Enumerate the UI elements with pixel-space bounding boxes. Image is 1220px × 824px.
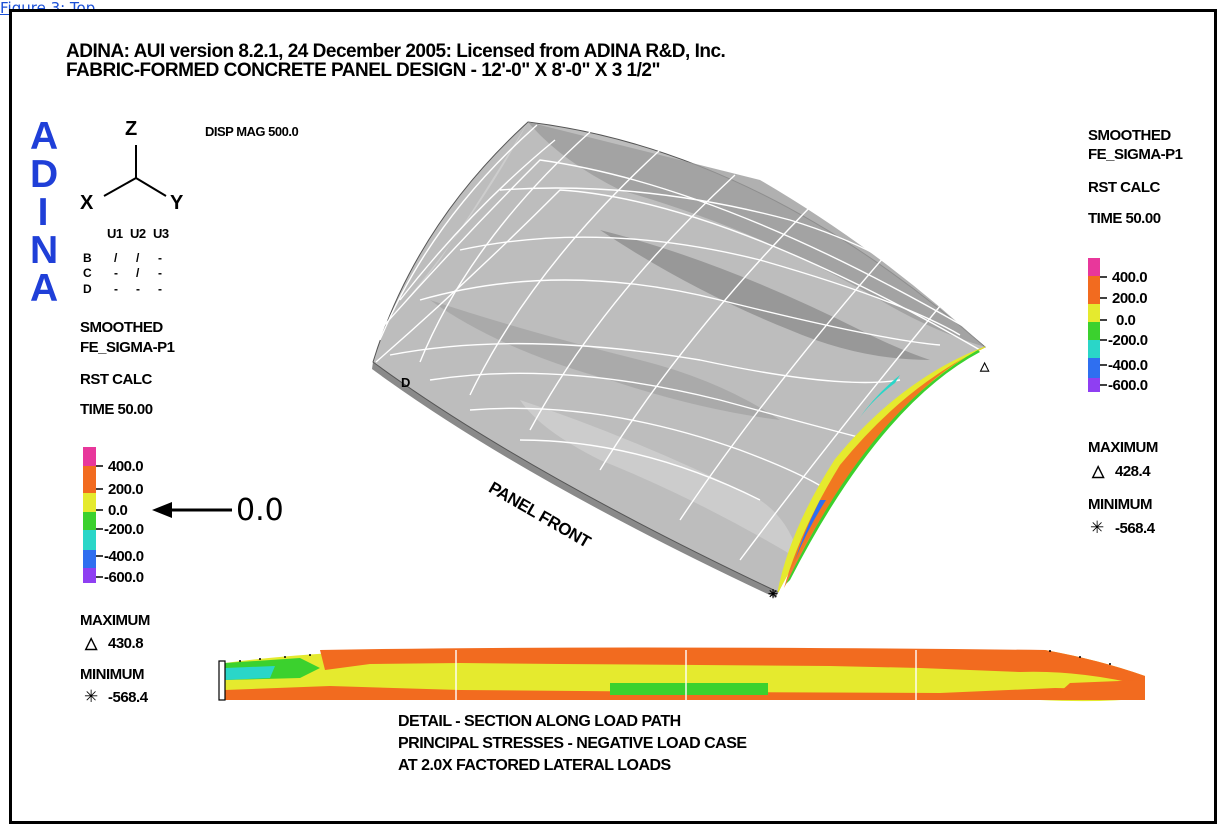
left-legend-time: TIME 50.00	[80, 401, 153, 418]
bc-cell: -	[158, 251, 162, 265]
left-tick-label: 200.0	[108, 481, 144, 498]
bc-cell: -	[114, 282, 118, 296]
bc-header-u2: U2	[130, 226, 146, 241]
left-tick-label: 400.0	[108, 458, 144, 475]
right-legend-time: TIME 50.00	[1088, 210, 1161, 227]
bc-cell: /	[136, 266, 139, 280]
disp-mag-label: DISP MAG 500.0	[205, 124, 299, 139]
left-colorbar	[83, 447, 103, 583]
zero-callout-label: 0.0	[236, 493, 284, 528]
bc-row-label: B	[83, 251, 92, 265]
bc-cell: /	[114, 251, 117, 265]
adina-logo: A D I N A	[30, 115, 59, 310]
left-tick-label: 0.0	[108, 502, 128, 519]
asterisk-icon: ✳	[1090, 518, 1104, 537]
bc-header-u3: U3	[153, 226, 169, 241]
right-tick-label: -400.0	[1108, 357, 1148, 374]
left-legend-calc: RST CALC	[80, 371, 152, 388]
right-tick-label: -600.0	[1108, 377, 1148, 394]
left-legend-variable: FE_SIGMA-P1	[80, 339, 175, 356]
right-legend-smoothed: SMOOTHED	[1088, 127, 1171, 144]
svg-text:△: △	[979, 359, 990, 373]
section-strip	[218, 647, 1145, 702]
coordinate-triad	[103, 145, 167, 197]
bc-cell: -	[136, 282, 140, 296]
right-tick-label: 400.0	[1112, 269, 1148, 286]
left-minimum-value: -568.4	[108, 689, 148, 706]
caption-line-3: AT 2.0X FACTORED LATERAL LOADS	[398, 757, 671, 774]
right-tick-label: -200.0	[1108, 332, 1148, 349]
right-tick-label: 0.0	[1116, 312, 1136, 329]
right-legend-calc: RST CALC	[1088, 179, 1160, 196]
left-maximum-value: 430.8	[108, 635, 144, 652]
bc-header-u1: U1	[107, 226, 123, 241]
svg-text:✳: ✳	[768, 587, 778, 601]
bc-cell: -	[158, 282, 162, 296]
panel-node-d: D	[401, 375, 410, 390]
left-maximum-label: MAXIMUM	[80, 612, 150, 629]
logo-letter: I	[37, 191, 49, 234]
caption-line-2: PRINCIPAL STRESSES - NEGATIVE LOAD CASE	[398, 735, 747, 752]
asterisk-icon: ✳	[84, 687, 98, 706]
left-tick-label: -400.0	[104, 548, 144, 565]
left-tick-label: -200.0	[104, 521, 144, 538]
triangle-icon: △	[1092, 463, 1104, 480]
triangle-icon: △	[85, 635, 97, 652]
panel-3d-model: △ ✳	[372, 121, 990, 601]
right-maximum-value: 428.4	[1115, 463, 1151, 480]
logo-letter: A	[30, 115, 59, 158]
right-colorbar	[1088, 258, 1107, 392]
left-minimum-label: MINIMUM	[80, 666, 145, 683]
bc-row-label: D	[83, 282, 92, 296]
bc-cell: -	[158, 266, 162, 280]
axis-z-label: Z	[125, 118, 137, 140]
bc-row-label: C	[83, 266, 92, 280]
left-legend-smoothed: SMOOTHED	[80, 319, 163, 336]
bc-cell: -	[114, 266, 118, 280]
right-tick-label: 200.0	[1112, 290, 1148, 307]
right-legend-variable: FE_SIGMA-P1	[1088, 146, 1183, 163]
caption-line-1: DETAIL - SECTION ALONG LOAD PATH	[398, 713, 681, 730]
header-line-1: ADINA: AUI version 8.2.1, 24 December 20…	[66, 41, 726, 62]
bc-cell: /	[136, 251, 139, 265]
logo-letter: N	[30, 229, 59, 272]
header-line-2: FABRIC-FORMED CONCRETE PANEL DESIGN - 12…	[66, 60, 660, 81]
zero-arrow	[152, 502, 232, 518]
axis-y-label: Y	[170, 192, 183, 214]
axis-x-label: X	[80, 192, 93, 214]
right-maximum-label: MAXIMUM	[1088, 439, 1158, 456]
logo-letter: A	[30, 267, 59, 310]
right-minimum-label: MINIMUM	[1088, 496, 1153, 513]
left-tick-label: -600.0	[104, 569, 144, 586]
logo-letter: D	[30, 153, 59, 196]
right-minimum-value: -568.4	[1115, 520, 1155, 537]
